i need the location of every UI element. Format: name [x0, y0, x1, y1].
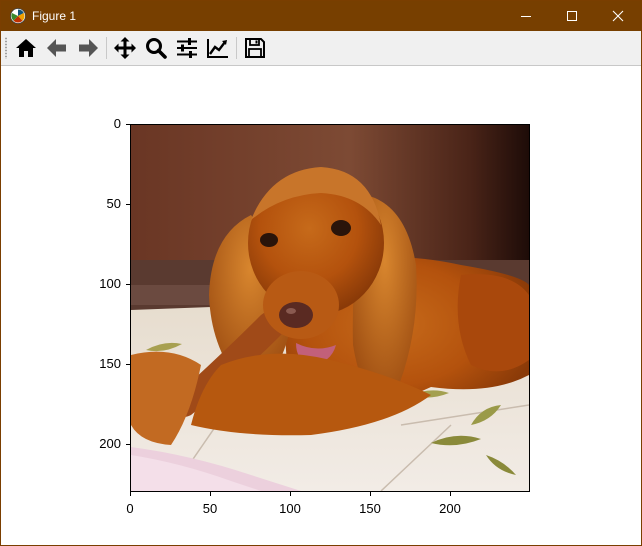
- home-button[interactable]: [13, 36, 39, 60]
- line-chart-icon: [207, 39, 228, 58]
- x-tick-label: 100: [279, 501, 301, 516]
- y-tick-mark: [126, 364, 130, 365]
- floppy-disk-icon: [245, 38, 265, 58]
- y-tick-label: 50: [106, 196, 121, 211]
- matplotlib-logo-icon: [10, 8, 26, 24]
- x-tick-label: 200: [439, 501, 461, 516]
- y-tick-mark: [126, 124, 130, 125]
- move-icon: [114, 37, 136, 59]
- y-tick-label: 0: [113, 116, 121, 131]
- image-axes[interactable]: [130, 124, 530, 492]
- zoom-button[interactable]: [143, 36, 169, 60]
- magnifier-icon: [146, 38, 167, 59]
- x-tick-label: 0: [126, 501, 134, 516]
- arrow-left-icon: [47, 39, 66, 57]
- close-button[interactable]: [595, 1, 641, 31]
- dog-photo: [131, 125, 529, 491]
- configure-subplots-button[interactable]: [174, 36, 200, 60]
- y-tick-label: 200: [99, 436, 121, 451]
- edit-axes-button[interactable]: [205, 36, 231, 60]
- figure-canvas[interactable]: 0 50 100 150 200 0 50 100 150 200: [1, 66, 641, 545]
- y-tick-mark: [126, 284, 130, 285]
- x-tick-label: 50: [202, 501, 218, 516]
- toolbar-separator: [236, 37, 237, 59]
- maximize-button[interactable]: [549, 1, 595, 31]
- title-bar[interactable]: Figure 1: [1, 1, 641, 31]
- x-tick-mark: [370, 492, 371, 496]
- save-button[interactable]: [242, 36, 268, 60]
- maximize-icon: [567, 11, 577, 21]
- close-icon: [612, 10, 624, 22]
- y-tick-mark: [126, 444, 130, 445]
- y-tick-label: 100: [99, 276, 121, 291]
- x-tick-mark: [210, 492, 211, 496]
- sliders-icon: [177, 38, 197, 58]
- arrow-right-icon: [79, 39, 98, 57]
- y-tick-mark: [126, 204, 130, 205]
- back-button[interactable]: [44, 36, 70, 60]
- y-tick-label: 150: [99, 356, 121, 371]
- toolbar-separator: [106, 37, 107, 59]
- minimize-icon: [521, 16, 531, 17]
- x-tick-mark: [290, 492, 291, 496]
- toolbar-grip[interactable]: [5, 37, 7, 59]
- window-title: Figure 1: [32, 9, 77, 23]
- x-tick-label: 150: [359, 501, 381, 516]
- x-tick-mark: [450, 492, 451, 496]
- pan-button[interactable]: [112, 36, 138, 60]
- navigation-toolbar: [1, 31, 641, 66]
- home-icon: [16, 39, 36, 57]
- forward-button[interactable]: [75, 36, 101, 60]
- minimize-button[interactable]: [503, 1, 549, 31]
- x-tick-mark: [130, 492, 131, 496]
